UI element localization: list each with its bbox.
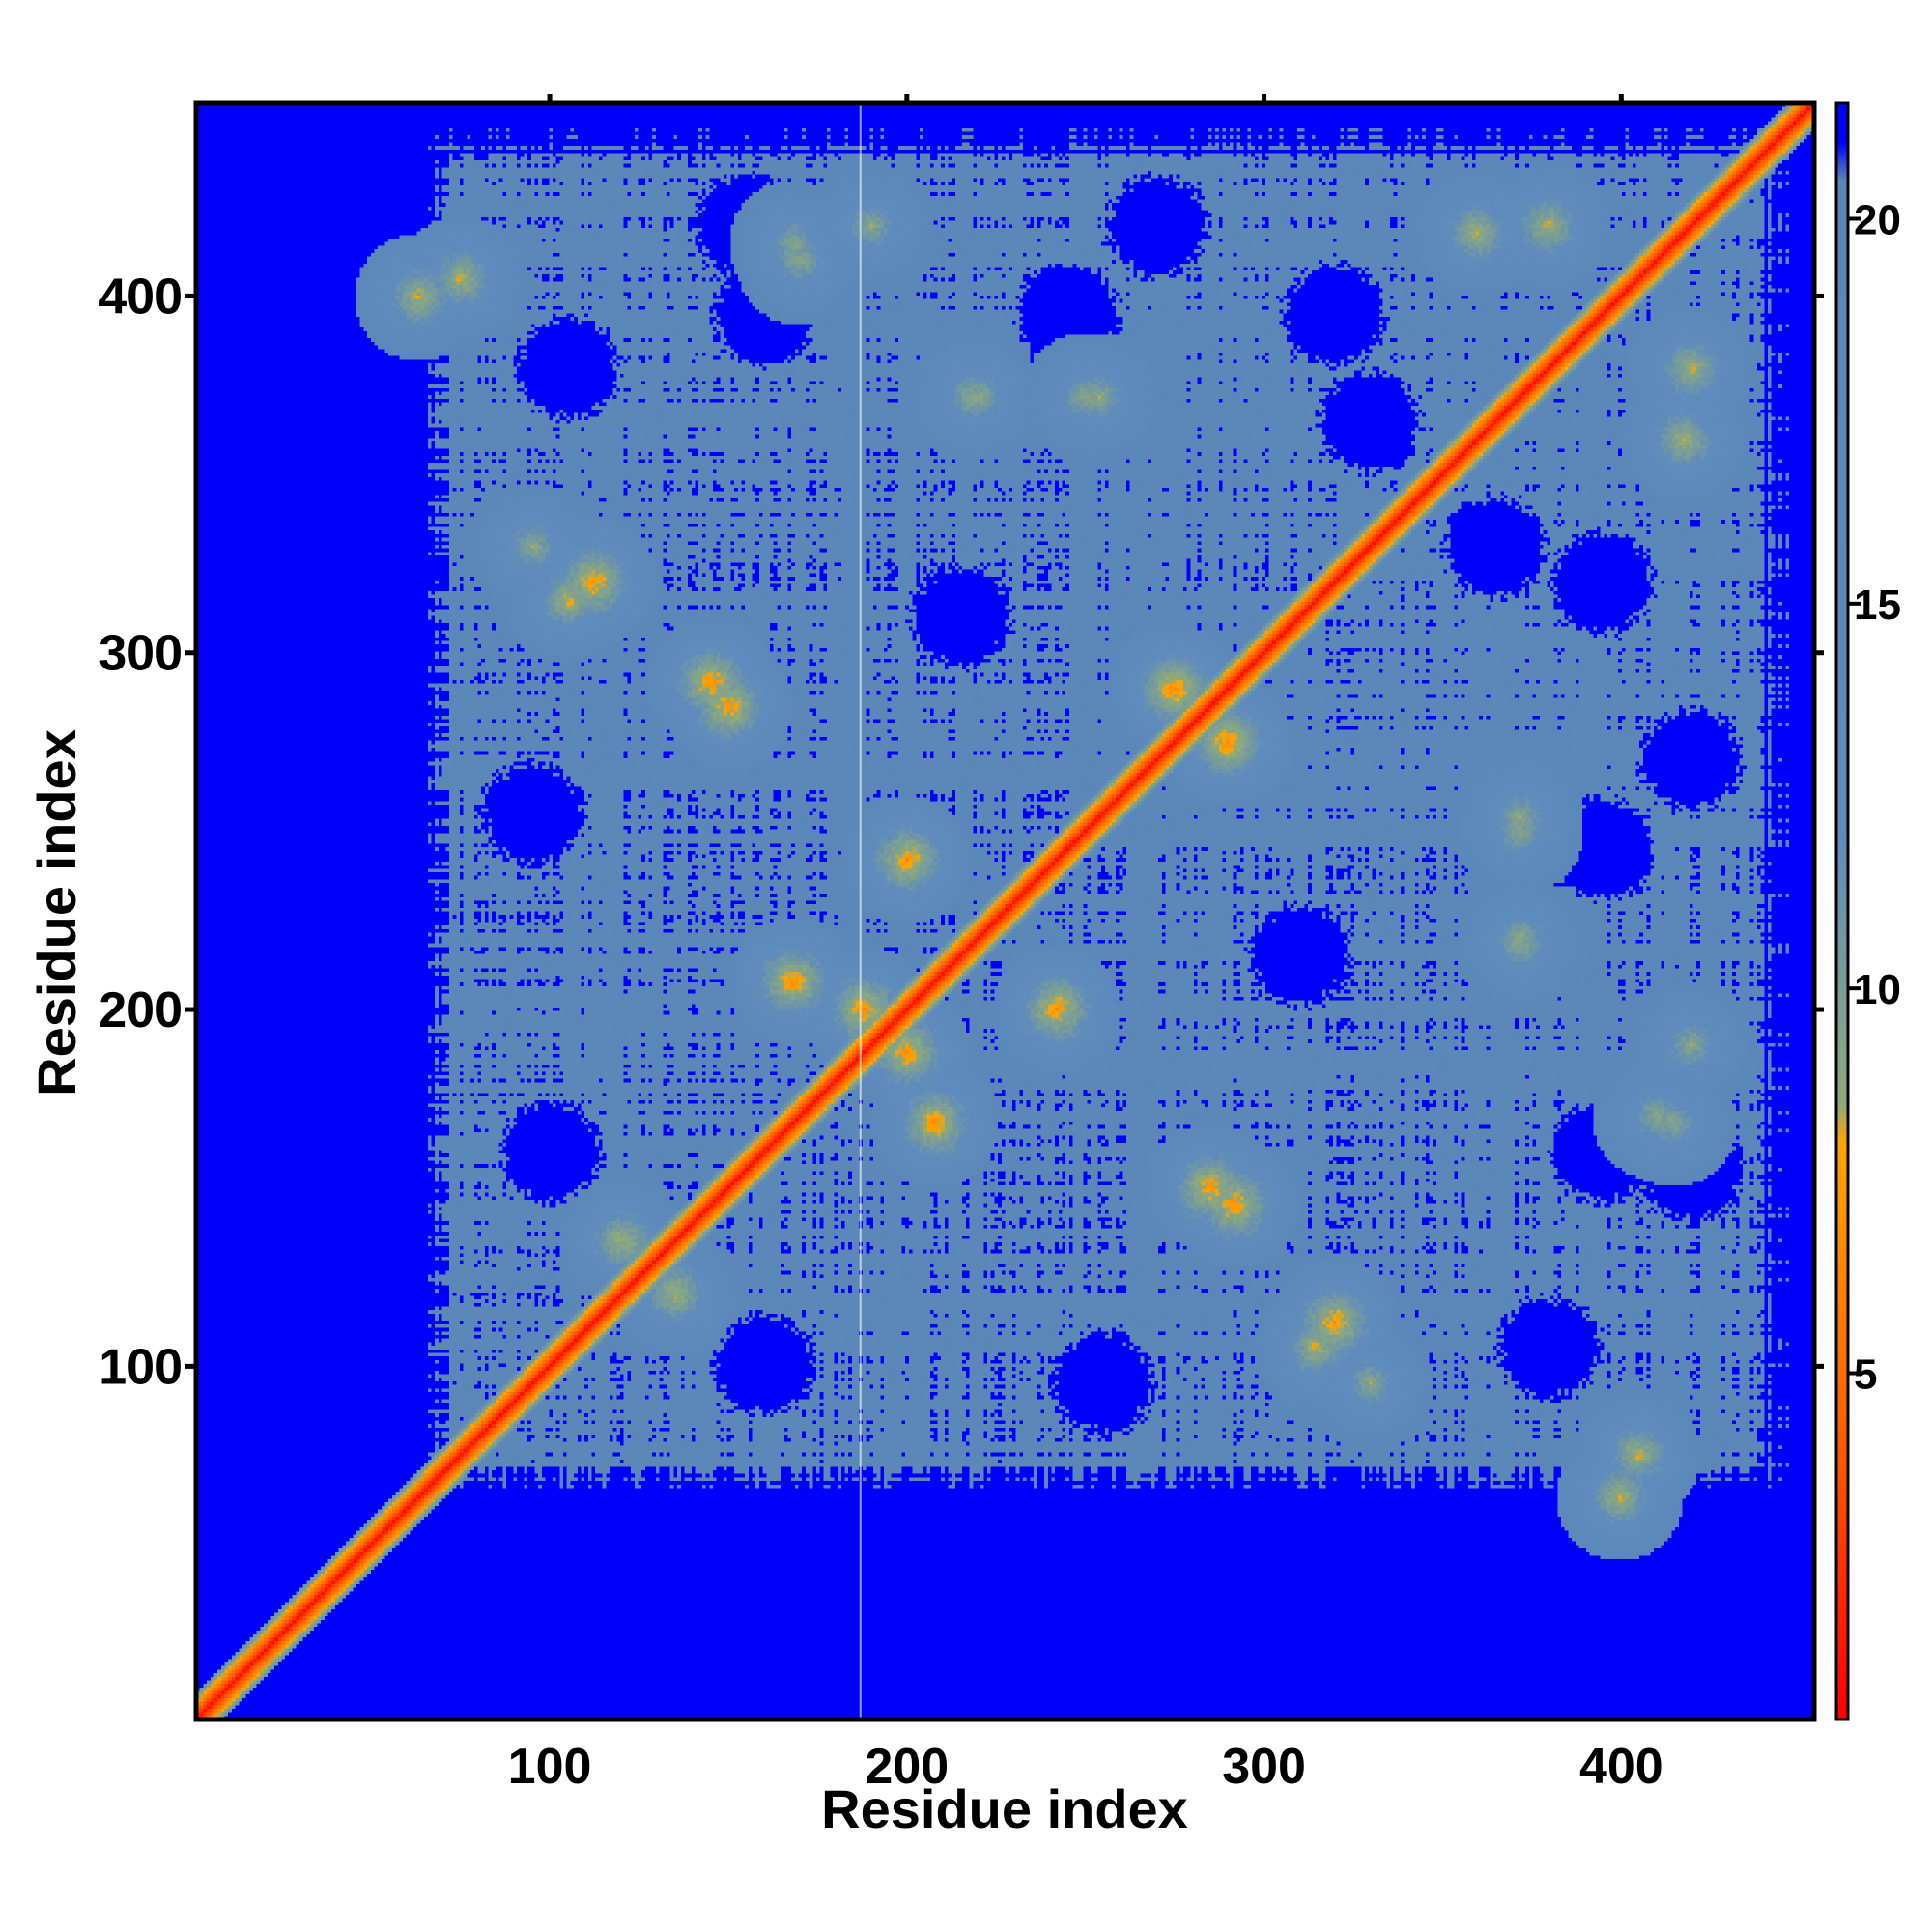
x-tick-label: 100 [508,1739,592,1795]
y-axis-title: Residue index [26,729,87,1096]
colorbar-tick-label: 10 [1854,966,1901,1013]
colorbar-frame [1834,101,1850,1721]
heatmap-cells [196,103,1814,1719]
y-tick-label: 200 [99,982,183,1038]
x-tick-label: 200 [865,1739,949,1795]
colorbar-ticks: 5 10 15 20 [1848,197,1901,1399]
colorbar-gradient [1836,103,1848,1719]
y-tick-label: 300 [99,626,183,682]
x-axis-title: Residue index [821,1778,1188,1839]
plot-frame [193,100,1817,1722]
heatmap-canvas [196,103,1814,1719]
y-tick-label: 400 [99,269,183,325]
colorbar: 5 10 15 20 [1834,101,1901,1721]
x-axis-ticks: 100 200 300 400 [508,94,1663,1795]
colorbar-tick-label: 20 [1854,197,1901,244]
colorbar-tick-label: 5 [1854,1351,1877,1399]
colorbar-tick-label: 15 [1854,582,1901,629]
x-tick-label: 400 [1579,1739,1663,1795]
y-axis-ticks: 100 200 300 400 [99,269,1824,1395]
y-tick-label: 100 [99,1339,183,1395]
x-tick-label: 300 [1222,1739,1306,1795]
